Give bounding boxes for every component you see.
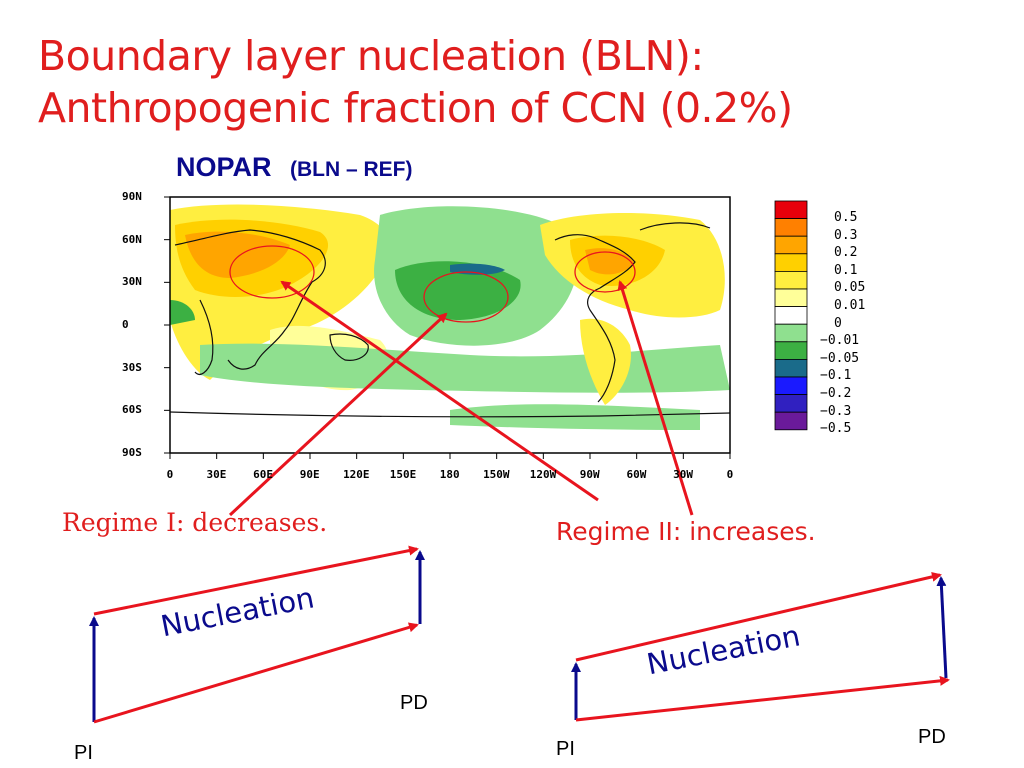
diagram-right-pi-label: PI (556, 738, 575, 760)
legend-swatch (774, 270, 808, 290)
legend-swatch (774, 411, 808, 431)
lon-label: 0 (166, 468, 174, 481)
legend-label: −0.3 (820, 403, 852, 419)
pointer-arrow-regime2-asia (280, 280, 599, 502)
legend-swatch (774, 200, 808, 220)
lat-label: 60N (122, 232, 142, 246)
diagram-left (89, 545, 425, 724)
legend-swatch (774, 235, 808, 255)
legend-label: −0.5 (820, 421, 852, 437)
map-heading-main: NOPAR (176, 152, 272, 182)
legend-swatch (774, 358, 808, 378)
regime-1-label: Regime I: decreases. (62, 508, 328, 537)
lat-label: 30N (122, 275, 142, 289)
diagram-right-bottom-arrow (575, 675, 950, 722)
pointer-arrow-regime1 (228, 312, 448, 517)
regime-2-label: Regime II: increases. (556, 517, 816, 546)
diagram-right-pd-label: PD (918, 726, 946, 748)
legend-swatch (774, 306, 808, 325)
diagram-left-top-arrow (93, 545, 419, 616)
title-line-2: Anthropogenic fraction of CCN (0.2%) (38, 84, 793, 132)
axis-ticks (164, 196, 731, 459)
lat-label: 0 (122, 318, 129, 331)
slide-title: Boundary layer nucleation (BLN): Anthrop… (38, 30, 998, 134)
pointer-arrow-regime2-america (617, 280, 694, 516)
legend-label: −0.01 (820, 333, 860, 349)
legend-swatch (774, 323, 808, 343)
map-heading: NOPAR (BLN – REF) (176, 152, 412, 183)
lon-label: 60W (626, 468, 647, 481)
lon-label: 30W (673, 468, 693, 481)
lon-label: 120E (343, 468, 370, 481)
legend-label: −0.2 (820, 386, 852, 401)
legend-swatch (774, 253, 808, 272)
legend-label: 0.5 (834, 210, 858, 225)
lon-label: 0 (726, 468, 734, 481)
legend-label: 0 (834, 315, 842, 331)
lat-label: 90N (122, 190, 142, 203)
diagram-right-top-arrow (575, 571, 942, 662)
lon-label: 120W (529, 468, 557, 481)
lat-label: 90S (122, 446, 142, 459)
legend-swatch (774, 288, 808, 308)
diagram-left-bottom-arrow (93, 622, 419, 724)
legend-label: 0.3 (834, 227, 858, 243)
legend-swatch (774, 394, 808, 413)
diagram-right (571, 571, 950, 722)
lon-label: 180 (439, 468, 460, 481)
lon-label: 150W (483, 468, 510, 481)
highlight-circle-pacific (423, 271, 509, 323)
lat-label: 30S (122, 360, 142, 374)
legend-label: 0.2 (834, 245, 858, 261)
lon-label: 90W (579, 468, 600, 481)
lon-label: 90E (299, 468, 320, 481)
diagram-left-pi-label: PI (74, 742, 93, 764)
title-line-1: Boundary layer nucleation (BLN): (38, 32, 704, 80)
legend-label: −0.05 (820, 350, 860, 366)
lon-label: 60E (253, 468, 273, 481)
legend-swatch (774, 218, 808, 237)
lat-label: 60S (122, 403, 142, 417)
highlight-circle-america (574, 251, 636, 293)
legend-colorbar (774, 200, 808, 431)
legend-swatch (774, 341, 808, 360)
legend-label: 0.05 (834, 280, 866, 296)
lon-label: 150E (389, 468, 417, 481)
legend-label: −0.1 (820, 368, 852, 384)
legend-label: 0.01 (834, 298, 866, 313)
diagram-right-pd-arrow (936, 576, 948, 679)
diagram-left-pd-label: PD (400, 692, 428, 714)
highlight-circle-asia (229, 245, 315, 299)
legend-label: 0.1 (834, 262, 858, 278)
map-heading-sub: (BLN – REF) (289, 158, 413, 181)
lon-label: 30E (206, 468, 227, 481)
coastlines (170, 222, 730, 418)
legend-swatch (774, 376, 808, 396)
